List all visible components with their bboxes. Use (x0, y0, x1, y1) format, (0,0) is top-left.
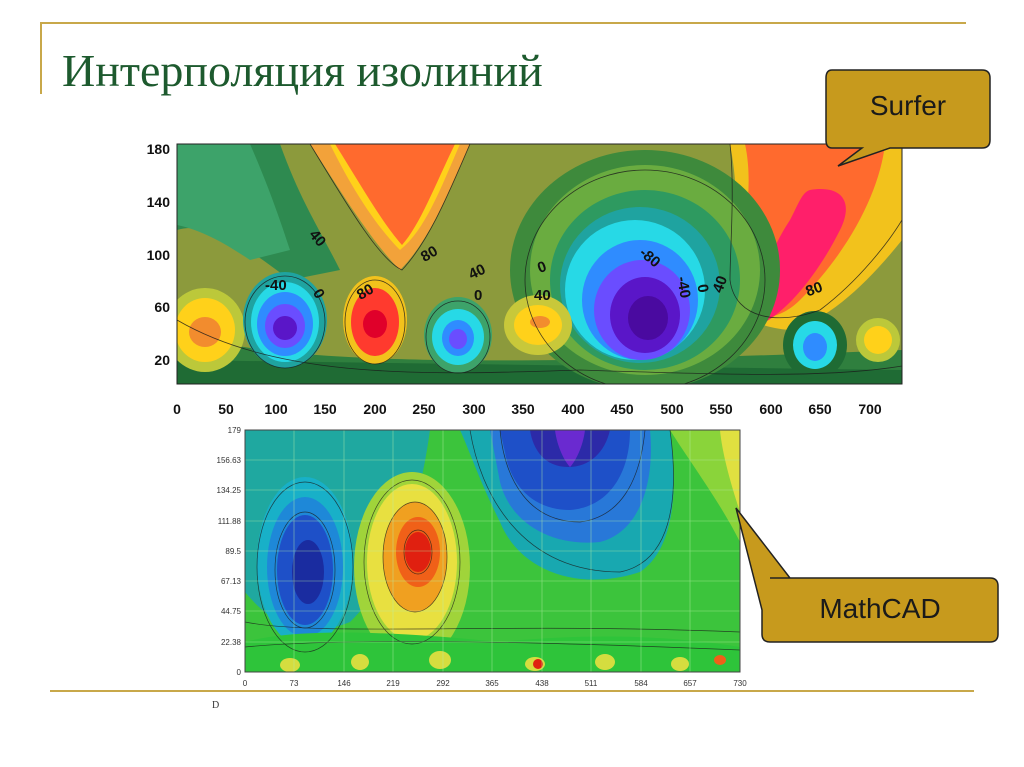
contour-label: 80 (803, 279, 824, 301)
surfer-x-tick: 500 (660, 401, 684, 417)
mathcad-x-axis: 0 73 146 219 292 365 438 511 584 657 730 (243, 679, 747, 688)
mathcad-y-tick: 22.38 (221, 638, 242, 647)
surfer-y-tick: 20 (154, 352, 170, 368)
mathcad-x-tick: 73 (290, 679, 299, 688)
mathcad-x-tick: 657 (683, 679, 697, 688)
mathcad-y-tick: 44.75 (221, 607, 242, 616)
mathcad-x-tick: 584 (634, 679, 648, 688)
mathcad-x-tick: 219 (386, 679, 400, 688)
surfer-x-tick: 600 (759, 401, 783, 417)
surfer-x-tick: 700 (858, 401, 882, 417)
mathcad-x-tick: 438 (535, 679, 549, 688)
surfer-x-tick: 450 (610, 401, 634, 417)
mathcad-y-tick: 0 (237, 668, 242, 677)
mathcad-x-tick: 511 (585, 679, 598, 688)
slide-title: Интерполяция изолиний (62, 45, 543, 96)
mathcad-y-tick: 89.5 (225, 547, 241, 556)
mathcad-contour-plot: 179 156.63 134.25 111.88 89.5 67.13 44.7… (217, 426, 748, 688)
surfer-x-tick: 650 (808, 401, 832, 417)
contour-label: 40 (534, 287, 551, 304)
left-rule (40, 22, 42, 94)
bottom-rule (50, 690, 974, 692)
mathcad-callout-label: MathCAD (819, 593, 941, 624)
contour-label: 40 (709, 274, 731, 295)
mathcad-y-tick: 67.13 (221, 577, 242, 586)
surfer-contour-label-group: 40 -40 0 80 80 40 0 0 40 -80 -40 0 40 80 (265, 227, 825, 304)
footnote: D (212, 700, 220, 711)
contour-label: 0 (693, 283, 711, 294)
mathcad-y-tick: 156.63 (217, 456, 242, 465)
surfer-contour-fill (177, 144, 902, 384)
mathcad-y-tick: 111.88 (218, 517, 242, 526)
top-rule (40, 22, 966, 24)
surfer-x-tick: 50 (218, 401, 234, 417)
mathcad-y-tick: 179 (228, 426, 242, 435)
surfer-callout-label: Surfer (869, 90, 947, 121)
surfer-x-tick: 100 (264, 401, 288, 417)
surfer-y-tick: 180 (147, 141, 171, 157)
surfer-x-tick: 250 (412, 401, 436, 417)
contour-label: 40 (466, 261, 488, 283)
contour-label: 80 (418, 243, 441, 266)
surfer-x-tick: 550 (709, 401, 733, 417)
surfer-x-axis: 0 50 100 150 200 250 300 350 400 450 500… (173, 401, 882, 417)
surfer-y-tick: 100 (147, 247, 171, 263)
contour-label: 0 (474, 287, 482, 304)
mathcad-x-tick: 292 (436, 679, 450, 688)
surfer-y-axis: 180 140 100 60 20 (147, 141, 171, 368)
surfer-x-tick: 150 (313, 401, 337, 417)
surfer-x-tick: 400 (561, 401, 585, 417)
mathcad-y-tick: 134.25 (217, 486, 242, 495)
surfer-y-tick: 140 (147, 194, 171, 210)
contour-label: -40 (673, 275, 694, 299)
contour-label: -40 (265, 277, 287, 294)
surfer-y-tick: 60 (154, 299, 170, 315)
mathcad-x-tick: 0 (243, 679, 248, 688)
surfer-x-tick: 300 (462, 401, 486, 417)
surfer-contour-plot: 40 -40 0 80 80 40 0 0 40 -80 -40 0 40 80… (147, 141, 903, 417)
mathcad-x-tick: 365 (485, 679, 499, 688)
surfer-x-tick: 200 (363, 401, 387, 417)
mathcad-y-axis: 179 156.63 134.25 111.88 89.5 67.13 44.7… (217, 426, 242, 677)
surfer-x-tick: 350 (511, 401, 535, 417)
contour-label: 80 (354, 281, 377, 304)
surfer-x-tick: 0 (173, 401, 181, 417)
mathcad-contour-fill (245, 430, 740, 672)
mathcad-x-tick: 730 (733, 679, 747, 688)
mathcad-x-tick: 146 (337, 679, 351, 688)
